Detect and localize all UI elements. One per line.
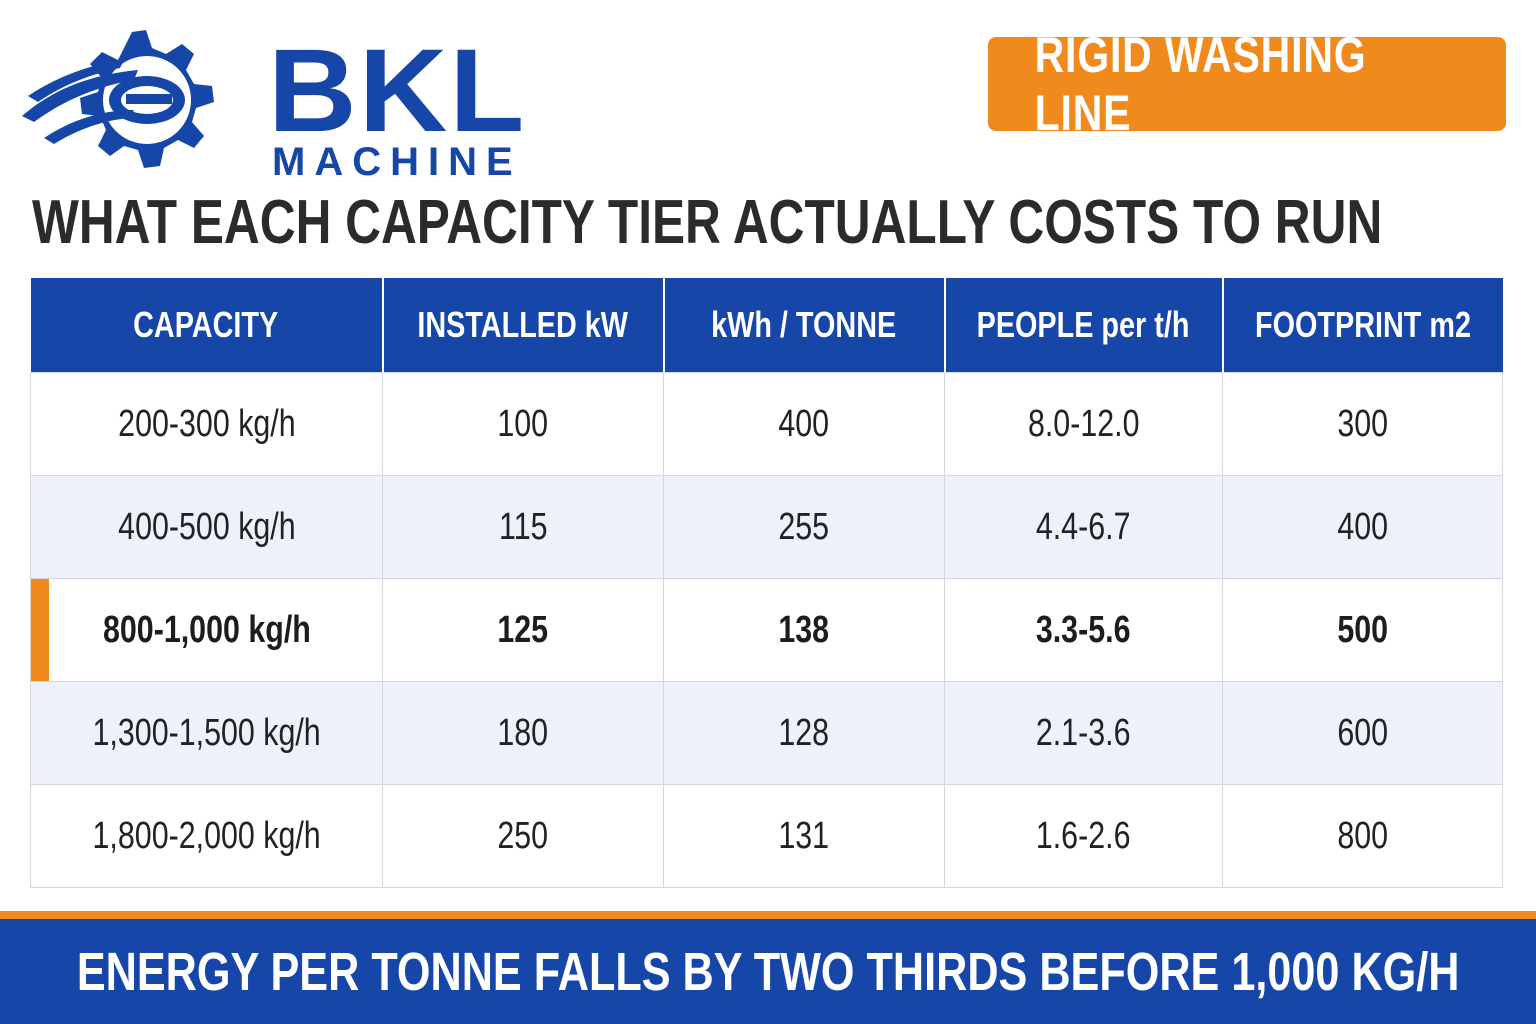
- cell-capacity: 1,800-2,000 kg/h: [30, 784, 383, 888]
- cell-installed-kw: 250: [382, 784, 664, 888]
- table-row: 1,300-1,500 kg/h 180 128 2.1-3.6 600: [30, 681, 1503, 785]
- gear-logo-icon: [22, 30, 214, 168]
- cell-footprint: 500: [1222, 578, 1503, 682]
- highlight-marker: [31, 579, 49, 681]
- cell-kwh-per-tonne: 400: [663, 372, 945, 476]
- footer-accent-stripe: [0, 911, 1536, 919]
- table-row-highlighted: 800-1,000 kg/h 125 138 3.3-5.6 500: [30, 578, 1503, 682]
- cell-capacity: 400-500 kg/h: [30, 475, 383, 579]
- header-row: CAPACITY INSTALLED kW kWh / TONNE PEOPLE…: [30, 278, 1503, 373]
- footer-text: ENERGY PER TONNE FALLS BY TWO THIRDS BEF…: [76, 941, 1460, 1002]
- product-badge-label: RIGID WASHING LINE: [1034, 27, 1367, 141]
- cell-installed-kw: 115: [382, 475, 664, 579]
- table-row: 1,800-2,000 kg/h 250 131 1.6-2.6 800: [30, 784, 1503, 888]
- header-people-per-th: PEOPLE per t/h: [944, 278, 1224, 373]
- cell-installed-kw: 100: [382, 372, 664, 476]
- table-row: 200-300 kg/h 100 400 8.0-12.0 300: [30, 372, 1503, 476]
- page-title: WHAT EACH CAPACITY TIER ACTUALLY COSTS T…: [32, 188, 1536, 258]
- table-header: CAPACITY INSTALLED kW kWh / TONNE PEOPLE…: [30, 278, 1503, 373]
- cell-kwh-per-tonne: 138: [663, 578, 945, 682]
- brand-name: BKL: [268, 25, 527, 157]
- cell-kwh-per-tonne: 131: [663, 784, 945, 888]
- footer-banner: ENERGY PER TONNE FALLS BY TWO THIRDS BEF…: [0, 919, 1536, 1024]
- product-badge: RIGID WASHING LINE: [988, 27, 1506, 141]
- cell-kwh-per-tonne: 128: [663, 681, 945, 785]
- header-kwh-per-tonne: kWh / TONNE: [663, 278, 946, 373]
- cell-footprint: 800: [1222, 784, 1503, 888]
- brand-logo: BKL MACHINE: [14, 18, 554, 182]
- table-body: 200-300 kg/h 100 400 8.0-12.0 300 400-50…: [30, 372, 1503, 888]
- cell-capacity: 800-1,000 kg/h: [30, 578, 383, 682]
- cell-people-per-th: 2.1-3.6: [944, 681, 1223, 785]
- cell-people-per-th: 3.3-5.6: [944, 578, 1223, 682]
- cell-footprint: 300: [1222, 372, 1503, 476]
- cell-footprint: 600: [1222, 681, 1503, 785]
- header-installed-kw: INSTALLED kW: [382, 278, 665, 373]
- cell-capacity: 1,300-1,500 kg/h: [30, 681, 383, 785]
- cell-installed-kw: 180: [382, 681, 664, 785]
- table-row: 400-500 kg/h 115 255 4.4-6.7 400: [30, 475, 1503, 579]
- cell-people-per-th: 8.0-12.0: [944, 372, 1223, 476]
- cell-footprint: 400: [1222, 475, 1503, 579]
- cell-people-per-th: 1.6-2.6: [944, 784, 1223, 888]
- cell-installed-kw: 125: [382, 578, 664, 682]
- cell-kwh-per-tonne: 255: [663, 475, 945, 579]
- cell-people-per-th: 4.4-6.7: [944, 475, 1223, 579]
- page-title-text: WHAT EACH CAPACITY TIER ACTUALLY COSTS T…: [32, 188, 1383, 257]
- capacity-cost-table: CAPACITY INSTALLED kW kWh / TONNE PEOPLE…: [30, 278, 1503, 888]
- header-footprint: FOOTPRINT m2: [1222, 278, 1503, 373]
- cell-capacity: 200-300 kg/h: [30, 372, 383, 476]
- brand-subtitle: MACHINE: [272, 140, 522, 184]
- header-capacity: CAPACITY: [30, 278, 384, 373]
